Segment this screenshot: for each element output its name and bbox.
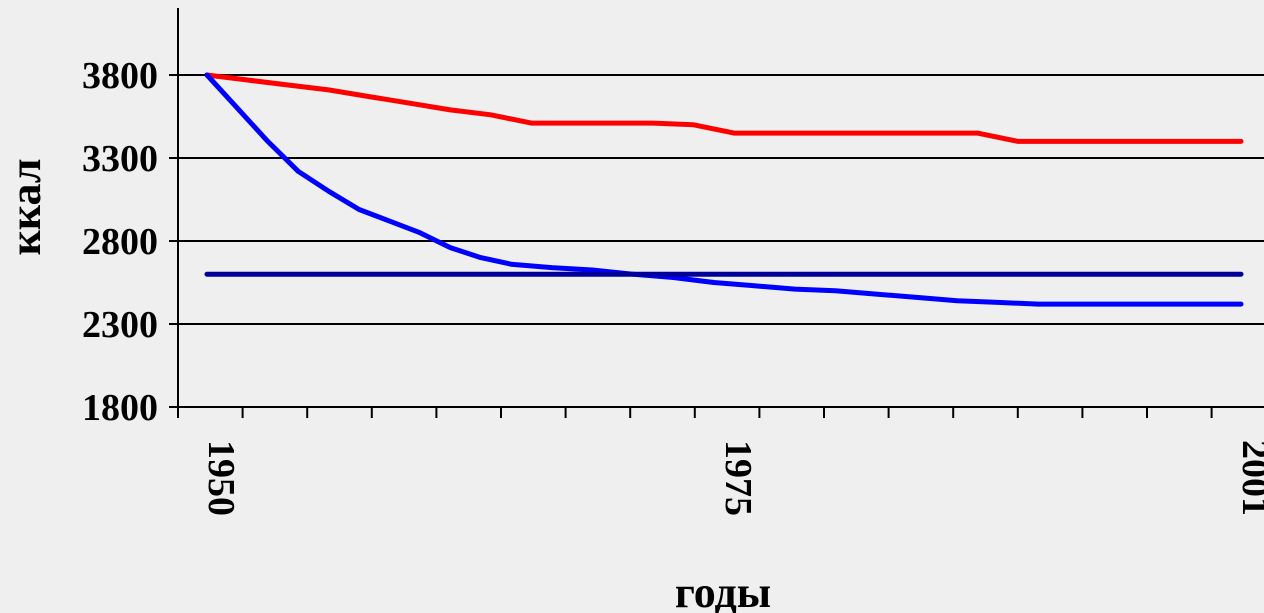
series-lines (204, 72, 1244, 307)
y-tick-label: 1800 (82, 387, 158, 429)
x-tick-label: 1950 (200, 440, 242, 516)
axes (169, 8, 1264, 418)
y-tick-label: 3300 (82, 138, 158, 180)
series-line (204, 72, 1244, 307)
y-tick-label: 2800 (82, 221, 158, 263)
y-tick-label: 2300 (82, 304, 158, 346)
y-tick-label: 3800 (82, 55, 158, 97)
x-axis-title: годы (675, 568, 771, 613)
x-tick-label: 1975 (717, 440, 759, 516)
gridlines (178, 74, 1264, 325)
series-line (204, 72, 1244, 144)
tick-labels: 1800 2300 2800 3300 3800 1950 1975 2001 (82, 55, 1264, 516)
y-axis-title: ккал (1, 158, 50, 255)
x-tick-label: 2001 (1234, 440, 1264, 516)
